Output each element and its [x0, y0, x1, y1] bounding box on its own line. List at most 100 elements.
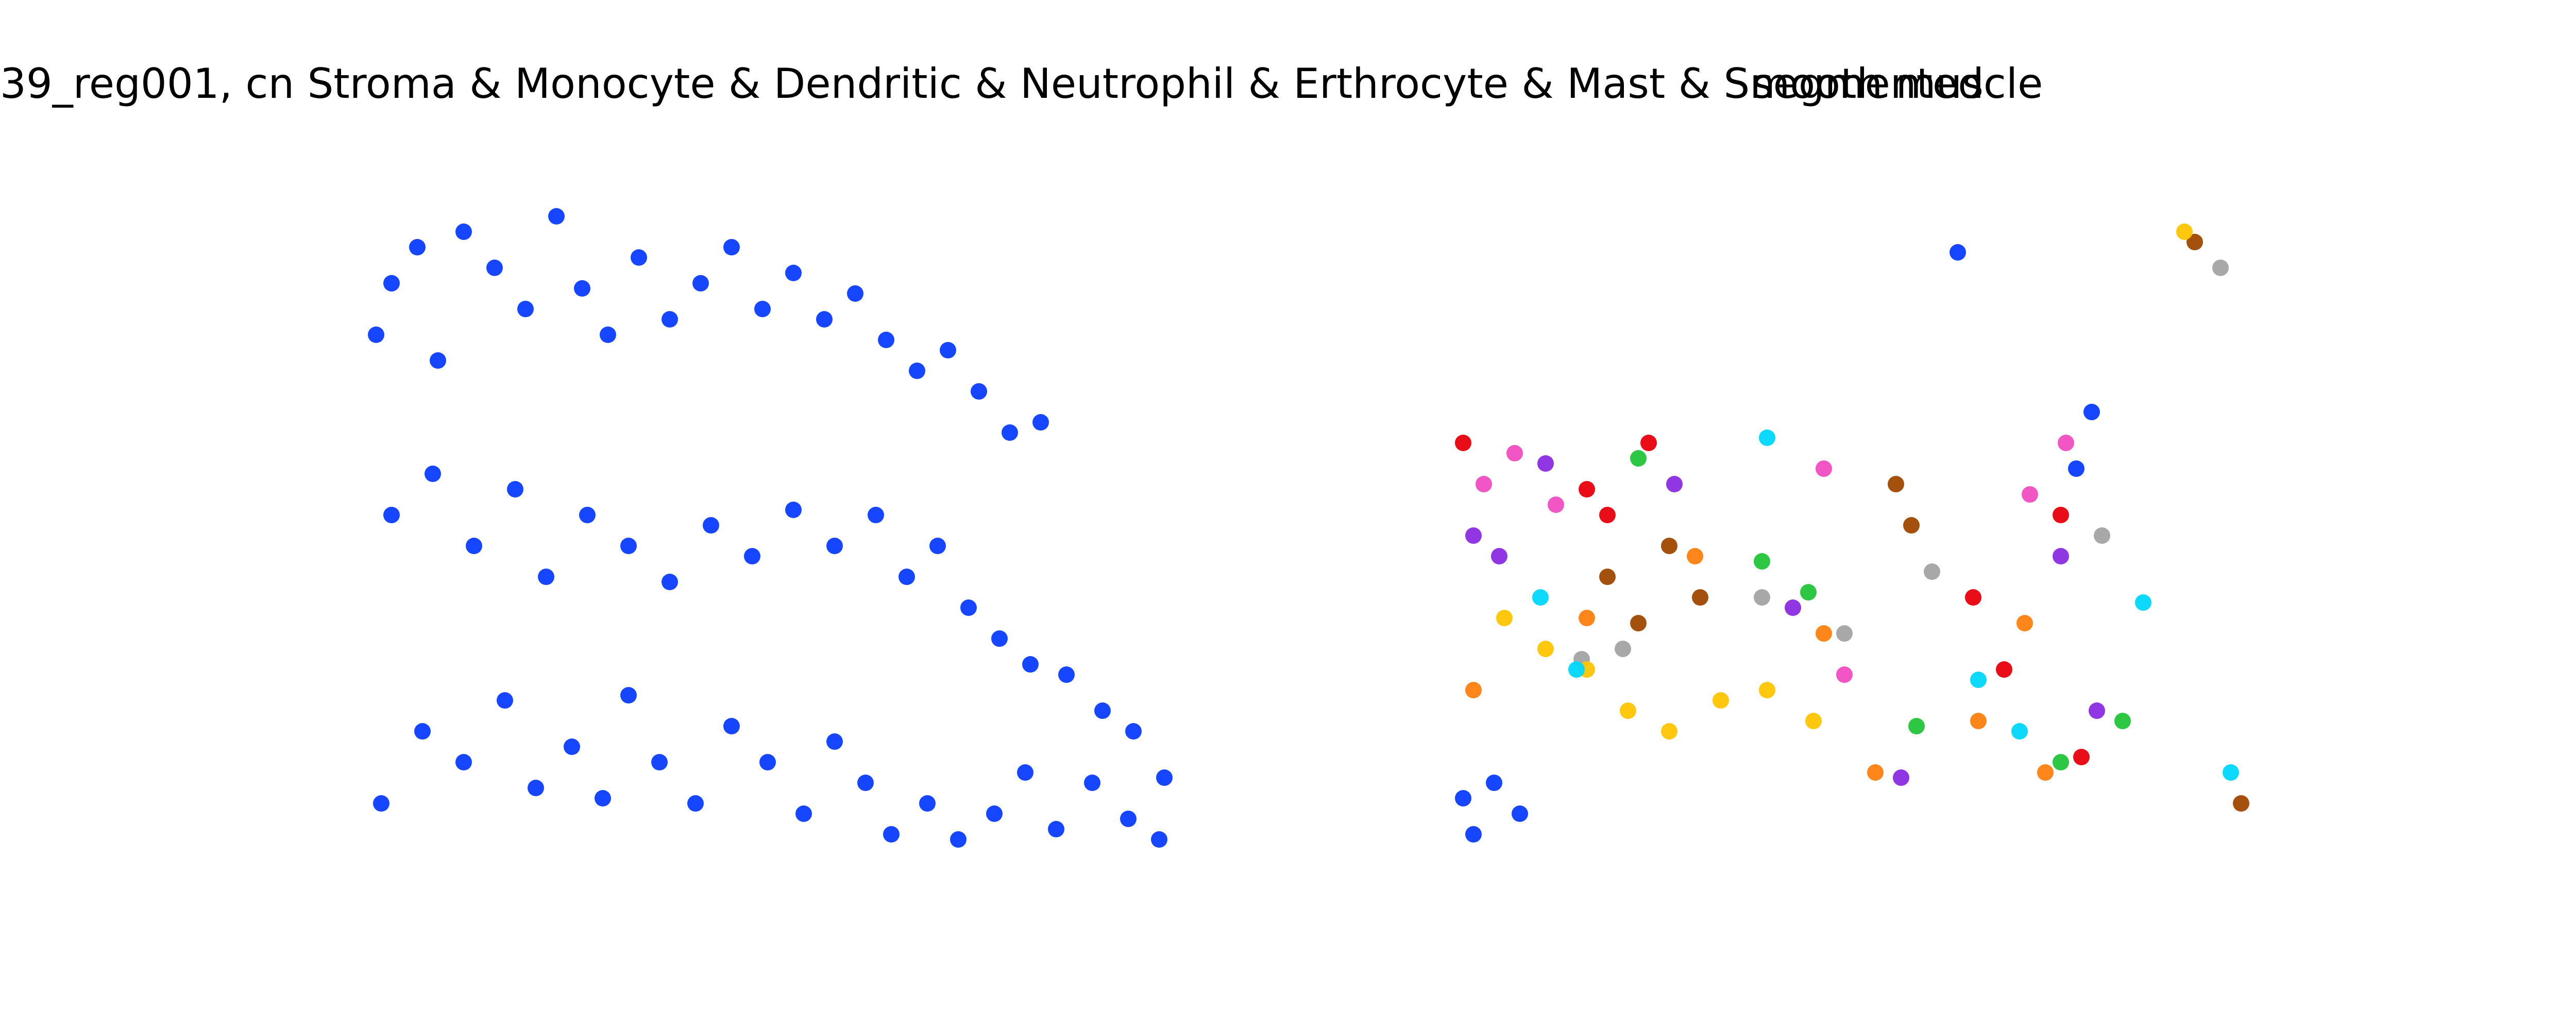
left-plot-point-s0-61 — [883, 826, 900, 843]
right-plot-point-s0-0 — [1455, 790, 1471, 806]
right-plot-point-s1-1 — [1579, 610, 1595, 626]
right-plot-point-s5-4 — [1888, 476, 1904, 492]
left-plot-point-s0-59 — [826, 733, 843, 750]
left-plot-point-s0-51 — [564, 739, 580, 755]
left-scatter-plot — [368, 208, 1173, 848]
right-plot-point-s2-4 — [2053, 754, 2069, 770]
right-plot-point-s3-3 — [1640, 435, 1657, 451]
right-plot-point-s2-0 — [1630, 450, 1647, 467]
left-plot-point-s0-42 — [1058, 666, 1075, 683]
left-plot-point-s0-32 — [703, 517, 719, 534]
left-plot-point-s0-60 — [857, 775, 874, 791]
left-plot-point-s0-15 — [785, 265, 802, 281]
right-plot-point-s0-1 — [1486, 775, 1502, 791]
left-plot-point-s0-28 — [538, 569, 554, 585]
right-panel-title: segmented — [1752, 60, 1984, 108]
right-plot-point-s9-1 — [1568, 661, 1585, 678]
right-plot-point-s3-6 — [2053, 507, 2069, 523]
right-plot-point-s8-4 — [1661, 723, 1677, 740]
left-plot-point-s0-24 — [383, 507, 400, 523]
right-plot-point-s3-0 — [1455, 435, 1471, 451]
left-plot-point-s0-62 — [919, 795, 936, 812]
right-plot-point-s5-7 — [2233, 795, 2249, 812]
right-plot-point-s2-3 — [1908, 718, 1925, 734]
left-plot-point-s0-55 — [687, 795, 704, 812]
right-plot-point-s4-3 — [1666, 476, 1683, 492]
left-plot-point-s0-23 — [1032, 414, 1049, 431]
right-plot-point-s8-1 — [1537, 641, 1554, 657]
right-plot-point-s3-2 — [1599, 507, 1616, 523]
left-plot-point-s0-25 — [425, 466, 441, 482]
right-plot-point-s4-0 — [1465, 527, 1482, 544]
right-plot-point-s5-3 — [1692, 589, 1708, 606]
right-plot-point-s6-0 — [1476, 476, 1492, 492]
left-plot-point-s0-53 — [620, 687, 637, 703]
left-panel: 39_reg001, cn Stroma & Monocyte & Dendri… — [0, 60, 2043, 848]
left-plot-point-s0-6 — [517, 301, 534, 317]
left-plot-point-s0-16 — [816, 311, 833, 328]
right-plot-point-s8-5 — [1713, 692, 1729, 709]
left-plot-point-s0-10 — [631, 249, 647, 266]
right-panel: segmented — [1455, 60, 2249, 843]
left-plot-point-s0-8 — [574, 280, 590, 297]
right-plot-point-s1-5 — [1970, 713, 1987, 729]
right-plot-point-s3-5 — [1996, 661, 2012, 678]
left-plot-point-s0-56 — [723, 718, 740, 734]
left-plot-point-s0-13 — [723, 239, 740, 255]
right-plot-point-s9-6 — [2223, 764, 2239, 781]
left-plot-point-s0-52 — [595, 790, 611, 806]
left-plot-point-s0-3 — [430, 352, 446, 369]
right-plot-point-s8-3 — [1620, 702, 1636, 719]
right-plot-point-s6-6 — [2058, 435, 2074, 451]
right-plot-point-s5-5 — [1903, 517, 1920, 534]
right-plot-point-s1-6 — [2016, 615, 2033, 631]
right-plot-point-s1-7 — [2037, 764, 2054, 781]
left-plot-point-s0-20 — [940, 342, 956, 358]
right-plot-point-s6-5 — [2022, 486, 2038, 503]
left-plot-point-s0-40 — [991, 630, 1008, 647]
right-scatter-plot — [1455, 224, 2249, 843]
left-plot-point-s0-44 — [1125, 723, 1142, 740]
right-plot-point-s3-1 — [1579, 481, 1595, 497]
right-plot-point-s4-6 — [2053, 548, 2069, 564]
left-plot-point-s0-65 — [1017, 764, 1033, 781]
left-plot-point-s0-43 — [1094, 702, 1111, 719]
right-plot-point-s4-2 — [1537, 455, 1554, 472]
left-plot-point-s0-54 — [651, 754, 668, 770]
right-plot-point-s3-4 — [1965, 589, 1981, 606]
right-plot-point-s2-1 — [1754, 553, 1770, 570]
right-plot-point-s8-7 — [1805, 713, 1822, 729]
left-plot-point-s0-27 — [507, 481, 523, 497]
left-plot-point-s0-50 — [528, 780, 544, 796]
left-plot-point-s0-2 — [409, 239, 426, 255]
right-plot-point-s8-0 — [1496, 610, 1513, 626]
left-plot-point-s0-29 — [579, 507, 596, 523]
right-plot-point-s6-3 — [1816, 460, 1832, 477]
right-plot-point-s9-4 — [2011, 723, 2028, 740]
left-plot-point-s0-11 — [662, 311, 678, 328]
left-plot-point-s0-33 — [744, 548, 760, 564]
right-plot-point-s5-1 — [1630, 615, 1647, 631]
left-plot-point-s0-18 — [878, 332, 894, 348]
right-plot-point-s7-6 — [2212, 260, 2229, 276]
left-plot-point-s0-21 — [971, 383, 987, 400]
right-plot-point-s4-5 — [1893, 769, 1909, 786]
left-plot-point-s0-9 — [600, 327, 616, 343]
left-plot-point-s0-67 — [1084, 775, 1100, 791]
left-plot-point-s0-49 — [497, 692, 513, 709]
right-plot-point-s4-4 — [1785, 599, 1801, 616]
left-plot-point-s0-4 — [455, 224, 472, 240]
left-plot-point-s0-57 — [759, 754, 776, 770]
left-plot-point-s0-68 — [1120, 811, 1137, 827]
right-plot-point-s7-4 — [1924, 563, 1940, 580]
left-plot-point-s0-17 — [847, 285, 863, 302]
left-plot-point-s0-30 — [620, 538, 637, 554]
right-plot-point-s0-3 — [1465, 826, 1482, 843]
left-plot-point-s0-35 — [826, 538, 843, 554]
right-plot-point-s0-6 — [2068, 460, 2084, 477]
right-plot-point-s0-5 — [2083, 404, 2100, 420]
left-plot-point-s0-69 — [1151, 831, 1167, 848]
left-plot-point-s0-14 — [754, 301, 771, 317]
left-plot-point-s0-38 — [929, 538, 946, 554]
